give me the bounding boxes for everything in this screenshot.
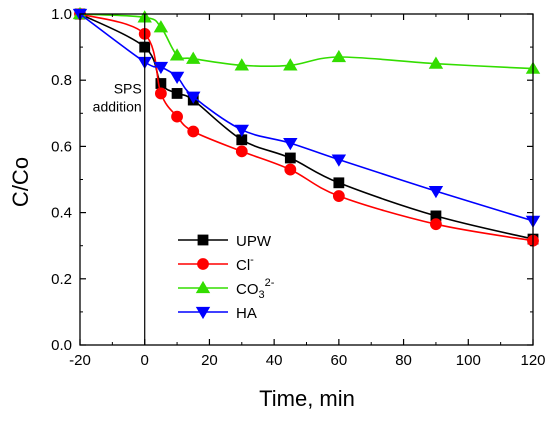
data-point bbox=[169, 48, 185, 61]
data-point bbox=[186, 51, 201, 64]
data-point bbox=[284, 163, 297, 176]
data-point bbox=[332, 190, 345, 202]
x-tick-label: -20 bbox=[69, 352, 91, 369]
y-tick-label: 0.0 bbox=[51, 337, 72, 354]
data-point bbox=[283, 58, 298, 71]
x-tick-label: 80 bbox=[395, 352, 412, 369]
data-point bbox=[331, 49, 347, 63]
x-tick-label: 0 bbox=[141, 352, 149, 369]
legend-marker bbox=[195, 280, 211, 294]
series-layer bbox=[72, 6, 541, 247]
x-tick-label: 60 bbox=[331, 352, 348, 369]
data-point bbox=[428, 56, 444, 69]
data-point bbox=[283, 137, 298, 151]
y-tick-label: 0.8 bbox=[51, 72, 72, 89]
data-point bbox=[169, 71, 185, 85]
x-tick-label: 120 bbox=[520, 352, 545, 369]
data-point bbox=[234, 58, 249, 71]
data-point bbox=[187, 125, 200, 138]
legend-marker bbox=[195, 306, 211, 320]
x-tick-label: 40 bbox=[266, 352, 283, 369]
x-tick-label: 20 bbox=[201, 352, 218, 369]
legend-label: Cl- bbox=[236, 254, 254, 274]
legend-marker bbox=[197, 258, 209, 270]
legend: UPW Cl- CO32- HA bbox=[178, 233, 275, 322]
data-point bbox=[171, 110, 183, 123]
sps-addition-label: addition bbox=[93, 98, 142, 114]
y-axis-title: C/Co bbox=[8, 157, 33, 207]
data-point bbox=[333, 177, 345, 189]
legend-item: HA bbox=[178, 305, 257, 322]
y-tick-label: 1.0 bbox=[51, 6, 72, 23]
legend-item: CO32- bbox=[178, 277, 275, 301]
legend-label: HA bbox=[236, 305, 257, 322]
axis-ticks: -20 0 20 40 60 80 100 120 0.0 0.2 0.4 0.6 0.8 1.0 bbox=[51, 6, 545, 369]
series-line bbox=[79, 13, 534, 70]
y-tick-label: 0.2 bbox=[51, 271, 72, 288]
data-point bbox=[235, 145, 248, 158]
sps-addition-label: SPS bbox=[114, 80, 142, 96]
x-tick-label: 100 bbox=[456, 352, 481, 369]
y-tick-label: 0.4 bbox=[51, 205, 72, 222]
data-point bbox=[284, 152, 296, 164]
legend-label: CO32- bbox=[236, 277, 275, 301]
legend-item: Cl- bbox=[178, 254, 254, 274]
annotation-layer: SPS addition bbox=[93, 14, 146, 345]
data-point bbox=[153, 61, 169, 75]
series-line bbox=[79, 13, 534, 222]
data-point bbox=[234, 124, 249, 137]
data-point bbox=[154, 87, 167, 100]
data-point bbox=[153, 20, 169, 33]
x-axis-title: Time, min bbox=[259, 386, 355, 411]
series-line bbox=[79, 13, 534, 242]
data-point bbox=[331, 154, 347, 167]
data-point bbox=[186, 91, 201, 104]
data-point bbox=[430, 218, 442, 231]
data-point bbox=[428, 185, 444, 199]
legend-item: UPW bbox=[178, 233, 272, 250]
data-point bbox=[171, 88, 183, 99]
legend-label: UPW bbox=[236, 233, 272, 250]
legend-marker bbox=[197, 234, 209, 246]
y-tick-label: 0.6 bbox=[51, 138, 72, 155]
